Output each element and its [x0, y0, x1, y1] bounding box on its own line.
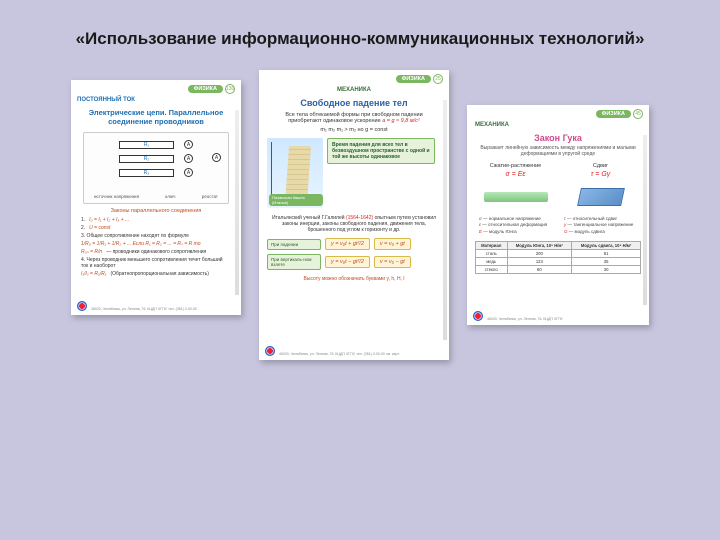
th-material: Материал: [476, 241, 508, 249]
resistor-2: R₂: [119, 155, 174, 163]
law-4: 4. Через проводник меньшего сопротивлени…: [71, 256, 241, 270]
section-label: МЕХАНИКА: [475, 122, 509, 128]
ammeter-2: A: [184, 154, 193, 163]
legend-tension: σ — нормальное напряжение ε — относитель…: [475, 216, 556, 235]
law-3: 3. Общее сопротивление находят по формул…: [71, 232, 241, 240]
side-strip: [643, 135, 647, 305]
footer: 46020, Челябинск, ул. Ленина, 76. КЦДП Ч…: [91, 307, 235, 311]
poster-title: Электрические цепи. Параллельное соедине…: [71, 108, 241, 126]
poster-title: Закон Гука: [467, 133, 649, 143]
label-rheostat: реостат: [202, 194, 218, 199]
th-shear: Модуль сдвига, 10⁹ Н/м²: [572, 241, 641, 249]
logo-icon: [77, 301, 87, 311]
eq-v-rise: v = v₀ − gt: [374, 256, 411, 268]
resistor-3: R₃: [119, 169, 174, 177]
columns: Сжатие-растяжение σ = Eε σ — нормальное …: [467, 159, 649, 237]
badge-number: 45: [633, 109, 643, 119]
table-row: сталь20081: [476, 249, 641, 257]
badge-physics: ФИЗИКА: [188, 85, 223, 93]
footer: 46020, Челябинск, ул. Ленина, 76. КЦДП Ч…: [279, 352, 443, 356]
subtitle: Выражает линейную зависимость между напр…: [467, 143, 649, 159]
col-head: Сжатие-растяжение: [475, 163, 556, 169]
eq-label-rise: При вертикаль-ном взлете: [267, 254, 321, 270]
law-2: 2. U = const: [71, 224, 241, 232]
mass-line: m₁ m₂ m₁ > m₂ но g = const: [259, 126, 449, 134]
eq-v-fall: v = v₀ + gt: [374, 238, 411, 250]
side-strip: [443, 100, 447, 340]
poster-free-fall: ФИЗИКА 25 МЕХАНИКА Свободное падение тел…: [259, 70, 449, 360]
badge-number: 136: [225, 84, 235, 94]
poster-dc-circuits: ФИЗИКА 136 ПОСТОЯННЫЙ ТОК Электрические …: [71, 80, 241, 315]
galileo-text: Итальянский ученый Г.Галилей (1564-1642)…: [259, 212, 449, 236]
table-row: медь12335: [476, 257, 641, 265]
law-3-formula-2: R₀ₙ = R/n — проводники одинакового сопро…: [71, 248, 241, 256]
th-young: Модуль Юнга, 10⁹ Н/м²: [507, 241, 572, 249]
law-1: 1. I₀ = I₁ + I₂ + I₃ + ...: [71, 216, 241, 224]
page-title: «Использование информационно-коммуникаци…: [0, 0, 720, 70]
shear-icon: [571, 182, 631, 212]
equation-row-rise: При вертикаль-ном взлете y = v₀t − gt²/2…: [259, 252, 449, 272]
laws-title: Законы параллельного соединения: [71, 208, 241, 214]
badge-physics: ФИЗИКА: [596, 110, 631, 118]
poster-title: Свободное падение тел: [259, 98, 449, 108]
pisa-tower-icon: Пизанская башня (Италия): [267, 138, 323, 208]
ammeter-3: A: [184, 168, 193, 177]
badge: ФИЗИКА 45: [596, 109, 643, 119]
ammeter-main: A: [212, 153, 221, 162]
height-note: Высоту можно обозначать буквами y, h, H,…: [259, 272, 449, 286]
tau-formula: τ = Gγ: [560, 171, 641, 178]
legend-shear: τ — относительный сдвиг γ — тангенциальн…: [560, 216, 641, 235]
footer: 46020, Челябинск, ул. Ленина, 76. КЦДП Ч…: [487, 317, 643, 321]
ammeter-1: A: [184, 140, 193, 149]
section-label: МЕХАНИКА: [337, 87, 371, 93]
modulus-table: Материал Модуль Юнга, 10⁹ Н/м² Модуль сд…: [475, 241, 641, 274]
sigma-formula: σ = Eε: [475, 171, 556, 178]
col-tension: Сжатие-растяжение σ = Eε σ — нормальное …: [475, 163, 556, 235]
badge-physics: ФИЗИКА: [396, 75, 431, 83]
col-shear: Сдвиг τ = Gγ τ — относительный сдвиг γ —…: [560, 163, 641, 235]
green-note: Время падения для всех тел в безвоздушно…: [327, 138, 435, 164]
circuit-diagram: R₁ R₂ R₃ A A A A источник напряжения клю…: [83, 132, 229, 204]
poster-hooke-law: ФИЗИКА 45 МЕХАНИКА Закон Гука Выражает л…: [467, 105, 649, 325]
tower-row: Пизанская башня (Италия) Время падения д…: [259, 134, 449, 212]
law-4-formula: I₁/I₂ = R₂/R₁ (Обратнопропорциональная з…: [71, 270, 241, 278]
badge-number: 25: [433, 74, 443, 84]
beam-icon: [484, 182, 548, 212]
logo-icon: [265, 346, 275, 356]
eq-label-fall: При падении: [267, 239, 321, 250]
label-source: источник напряжения: [94, 194, 139, 199]
eq-y-fall: y = v₀t + gt²/2: [325, 238, 370, 250]
badge: ФИЗИКА 136: [188, 84, 235, 94]
law-3-formula: 1/R₀ = 1/R₁ + 1/R₂ + ... Если R₁ = R₂ = …: [71, 240, 241, 248]
eq-y-rise: y = v₀t − gt²/2: [325, 256, 370, 268]
resistor-1: R₁: [119, 141, 174, 149]
table-row: стекло6030: [476, 265, 641, 273]
label-key: ключ: [165, 194, 175, 199]
intro-text: Все тела обтекаемой формы при свободном …: [259, 108, 449, 126]
side-strip: [235, 110, 239, 295]
section-label: ПОСТОЯННЫЙ ТОК: [77, 97, 135, 103]
tower-label: Пизанская башня (Италия): [269, 194, 323, 206]
equation-row-fall: При падении y = v₀t + gt²/2 v = v₀ + gt: [259, 236, 449, 252]
logo-icon: [473, 311, 483, 321]
col-head: Сдвиг: [560, 163, 641, 169]
badge: ФИЗИКА 25: [396, 74, 443, 84]
poster-row: ФИЗИКА 136 ПОСТОЯННЫЙ ТОК Электрические …: [0, 70, 720, 360]
